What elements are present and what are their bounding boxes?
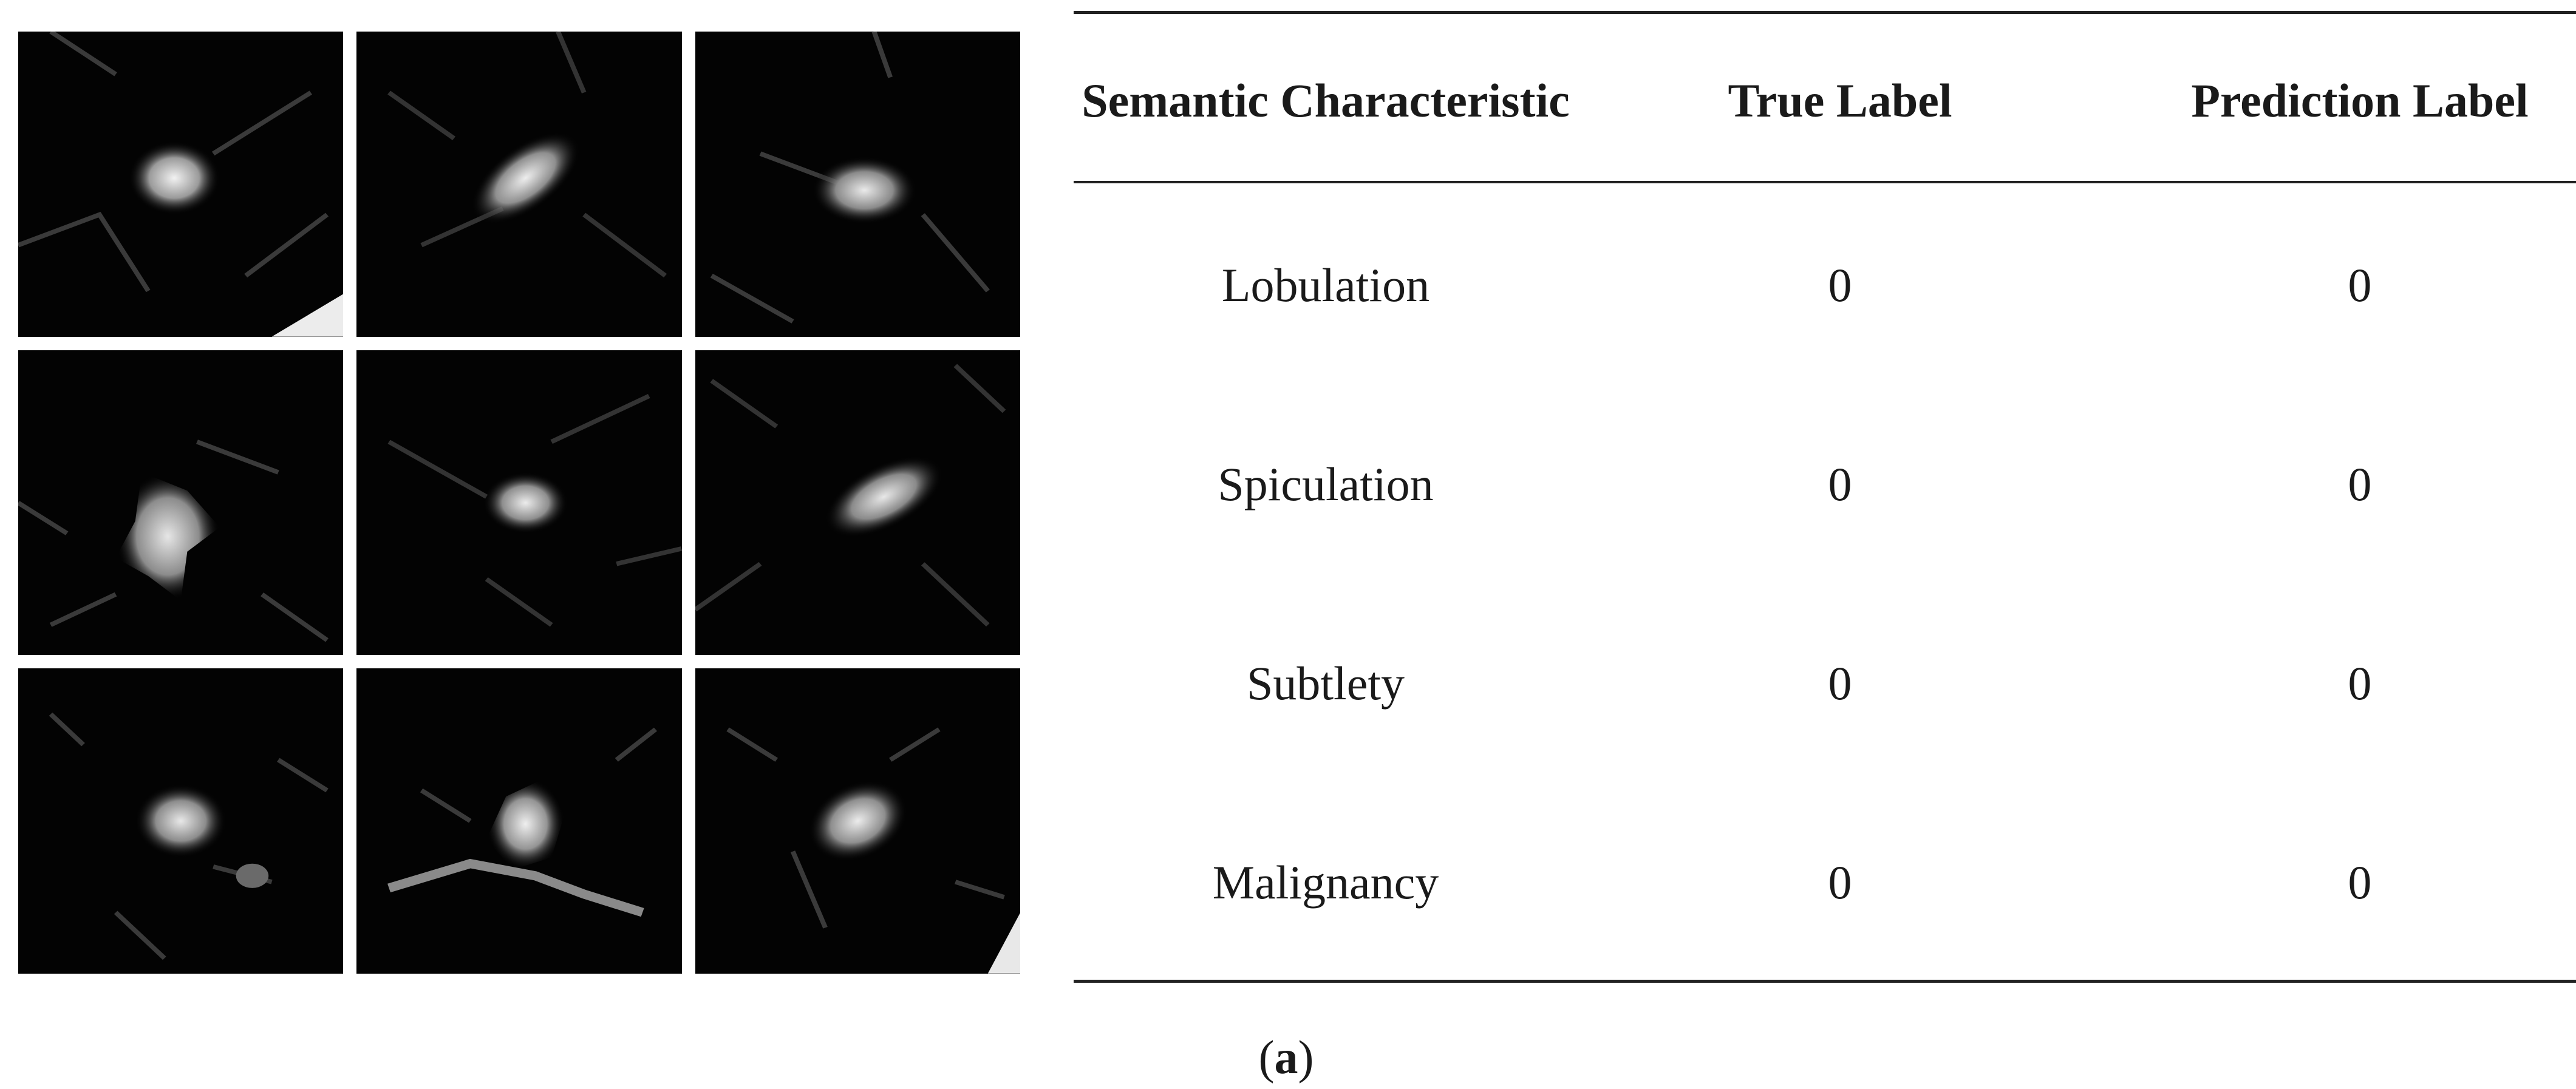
ct-nodule-tile-8 [356, 668, 682, 974]
ct-nodule-tile-6 [695, 350, 1020, 656]
header-prediction-label: Prediction Label [2191, 74, 2529, 127]
ct-nodule-tile-7 [18, 668, 344, 974]
nodule-image-grid [18, 32, 1020, 974]
ct-nodule-tile-9 [695, 668, 1020, 974]
row-true-label: 0 [1828, 259, 1852, 311]
row-characteristic: Subtlety [1246, 657, 1405, 710]
caption-close-paren: ) [1298, 1031, 1314, 1084]
row-characteristic: Malignancy [1212, 856, 1439, 909]
ct-nodule-tile-5 [356, 350, 682, 656]
table-top-rule [1074, 11, 2576, 14]
caption-open-paren: ( [1258, 1031, 1275, 1084]
row-characteristic: Spiculation [1218, 458, 1434, 511]
row-prediction-label: 0 [2348, 458, 2372, 511]
ct-nodule-tile-2 [356, 32, 682, 337]
table-bottom-rule [1074, 980, 2576, 983]
row-characteristic: Lobulation [1221, 259, 1430, 311]
header-true-label: True Label [1728, 74, 1952, 127]
header-semantic-characteristic: Semantic Characteristic [1082, 74, 1570, 127]
row-true-label: 0 [1828, 856, 1852, 909]
row-prediction-label: 0 [2348, 657, 2372, 710]
ct-nodule-tile-3 [695, 32, 1020, 337]
subfigure-caption: (a) [1259, 1030, 1314, 1085]
caption-letter: a [1274, 1031, 1298, 1084]
row-prediction-label: 0 [2348, 259, 2372, 311]
ct-nodule-tile-1 [18, 32, 344, 337]
ct-nodule-tile-4 [18, 350, 344, 656]
row-true-label: 0 [1828, 657, 1852, 710]
row-true-label: 0 [1828, 458, 1852, 511]
semantic-characteristics-table: Semantic Characteristic True Label Predi… [1074, 11, 2576, 985]
table-header-rule [1074, 181, 2576, 183]
row-prediction-label: 0 [2348, 856, 2372, 909]
